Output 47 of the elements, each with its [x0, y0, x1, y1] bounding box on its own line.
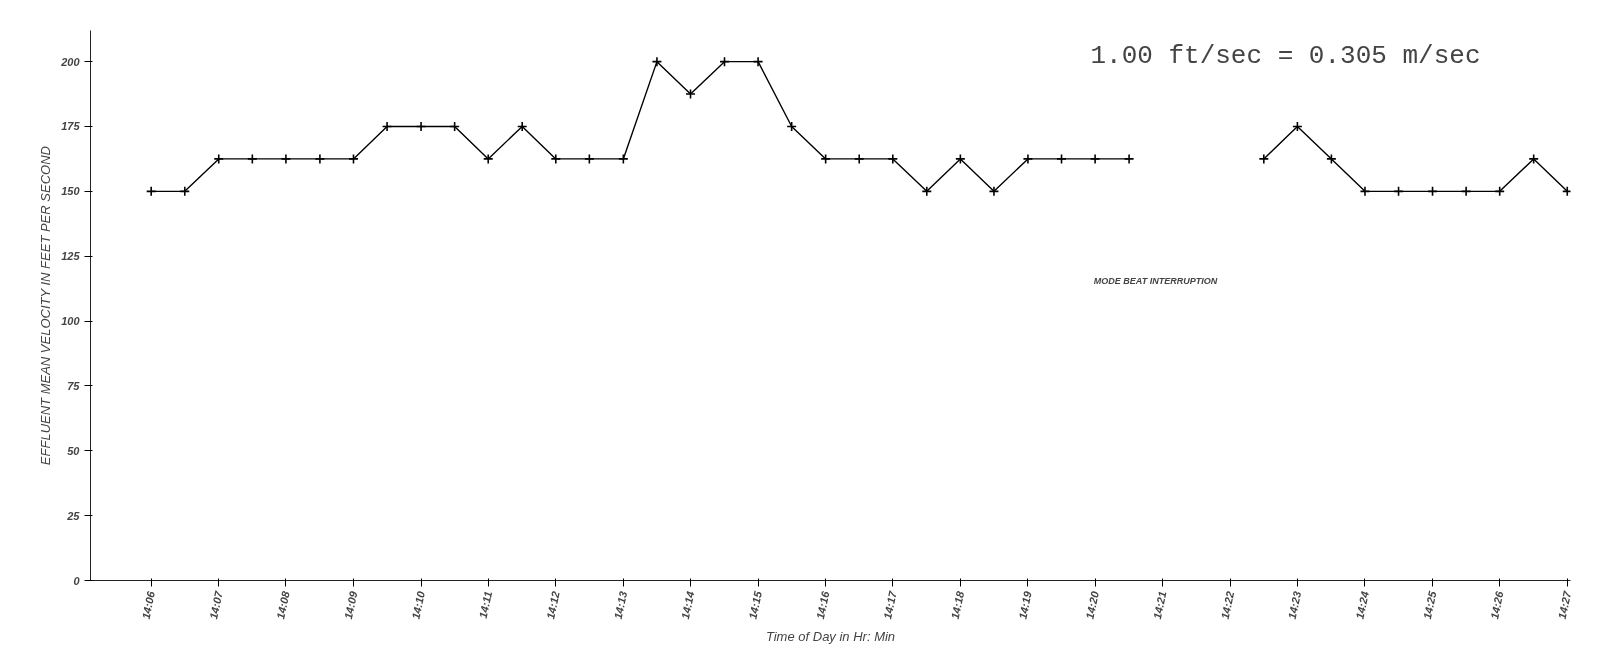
x-tick-label: 14:17: [881, 589, 899, 621]
x-tick-label: 14:23: [1285, 590, 1304, 621]
point: [1089, 153, 1101, 165]
point: [314, 153, 326, 165]
point: [1258, 153, 1270, 165]
y-tick-label: 75: [67, 379, 81, 392]
x-tick-label: 14:12: [544, 590, 562, 621]
point: [1022, 153, 1034, 165]
x-tick-label: 14:25: [1420, 589, 1439, 621]
x-tick-label: 14:13: [611, 590, 630, 621]
point: [482, 153, 494, 165]
x-tick-label: 14:07: [207, 589, 225, 621]
point: [550, 153, 562, 165]
point: [213, 153, 225, 165]
annotation: MODE BEAT INTERRUPTION: [1093, 275, 1218, 286]
point: [1561, 186, 1571, 197]
y-tick-label: 25: [66, 509, 81, 522]
y-axis-title: EFFLUENT MEAN VELOCITY IN FEET PER SECOND: [38, 146, 54, 466]
point: [280, 153, 292, 165]
x-tick-label: 14:11: [476, 590, 495, 620]
x-tick-label: 14:26: [1488, 589, 1506, 621]
y-tick-label: 50: [67, 444, 81, 457]
y-tick-label: 0: [73, 574, 81, 587]
x-axis-title: Time of Day in Hr: Min: [765, 629, 896, 645]
x-tick-label: 14:08: [274, 589, 292, 621]
x-tick-label: 14:27: [1555, 589, 1574, 621]
x-tick-label: 14:09: [341, 589, 360, 621]
x-tick-label: 14:15: [746, 589, 765, 621]
x-tick-label: 14:16: [814, 589, 832, 621]
y-tick-label: 200: [60, 55, 81, 68]
x-tick-label: 14:24: [1353, 590, 1371, 621]
x-tick-label: 14:19: [1016, 589, 1034, 621]
point: [887, 153, 899, 165]
x-tick-label: 14:21: [1151, 590, 1169, 621]
point: [1123, 153, 1135, 165]
y-tick-label: 125: [61, 250, 81, 263]
x-tick-label: 14:22: [1218, 590, 1237, 621]
y-tick-label: 100: [61, 315, 81, 328]
x-tick-label: 14:18: [948, 589, 967, 621]
annotation: 1.00 ft/sec = 0.305 m/sec: [1090, 40, 1481, 71]
x-tick-label: 14:06: [139, 589, 158, 621]
x-tick-label: 14:10: [409, 589, 428, 621]
y-tick-label: 175: [61, 120, 81, 133]
x-tick-label: 14:20: [1083, 589, 1102, 621]
y-tick-label: 150: [61, 185, 81, 198]
point: [853, 153, 865, 165]
x-tick-label: 14:14: [678, 590, 697, 621]
